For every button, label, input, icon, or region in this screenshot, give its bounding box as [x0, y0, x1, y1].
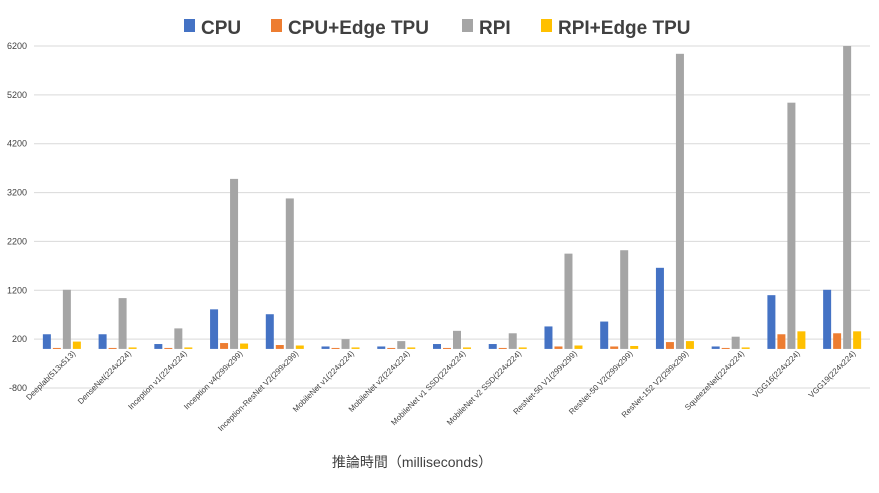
bar: [164, 347, 173, 349]
bar: [853, 331, 862, 349]
legend-swatch: [541, 19, 552, 32]
legend-swatch: [184, 19, 195, 32]
legend-label: CPU+Edge TPU: [288, 18, 429, 39]
x-axis-ticks: Deeplab(513x513)DenseNet(224x224)Incepti…: [24, 349, 857, 433]
legend-swatch: [462, 19, 473, 32]
bar: [564, 253, 573, 349]
x-tick-label: Inception v4(299x299): [182, 349, 245, 412]
x-axis-label: 推論時間（milliseconds）: [332, 454, 492, 470]
bars: [42, 46, 862, 349]
bar: [128, 347, 137, 349]
y-axis-ticks: -800 200 1200 2200 3200 4200 5200 6200: [7, 41, 27, 393]
bar: [833, 333, 842, 349]
x-tick-label: VGG16(224x224): [751, 349, 802, 400]
x-tick-label: MobileNet v2(224x224): [347, 349, 412, 414]
bar: [498, 347, 507, 349]
bar: [574, 345, 583, 349]
bar: [554, 346, 563, 349]
bar: [433, 344, 441, 349]
bar: [210, 309, 219, 349]
bar: [508, 333, 517, 349]
x-tick-label: ResNet-50 V2(299x299): [567, 349, 635, 417]
bar: [387, 347, 396, 349]
legend-label: RPI+Edge TPU: [558, 18, 691, 39]
bar: [220, 343, 229, 349]
bar: [42, 334, 51, 349]
bar: [600, 321, 609, 349]
bar: [620, 250, 629, 349]
x-tick-label: VGG19(224x224): [807, 349, 858, 400]
bar: [265, 314, 274, 349]
bar: [741, 347, 750, 349]
x-tick-label: DenseNet(224x224): [76, 349, 133, 406]
bar: [655, 267, 664, 349]
x-tick-label: Deeplab(513x513): [24, 349, 77, 402]
y-tick-label: 2200: [7, 236, 27, 246]
y-tick-label: 200: [12, 334, 27, 344]
legend-label: RPI: [479, 18, 511, 39]
bar: [285, 198, 294, 349]
bar: [52, 347, 61, 349]
bar: [767, 295, 776, 349]
y-tick-label: 5200: [7, 90, 27, 100]
y-tick-label: -800: [9, 383, 27, 393]
bar: [544, 326, 553, 349]
bar: [230, 178, 239, 349]
bar: [154, 344, 163, 349]
bar: [295, 345, 304, 349]
y-tick-label: 3200: [7, 188, 27, 198]
bar: [407, 347, 416, 349]
legend: CPU CPU+Edge TPU RPI RPI+Edge TPU: [184, 18, 691, 39]
bar: [397, 341, 406, 349]
y-tick-label: 6200: [7, 41, 27, 51]
bar: [675, 53, 684, 349]
x-tick-label: ResNet-50 V1(299x299): [512, 349, 580, 417]
y-tick-label: 4200: [7, 139, 27, 149]
legend-swatch: [271, 19, 282, 32]
bar: [174, 328, 183, 349]
bar: [463, 347, 471, 349]
bar: [331, 347, 340, 349]
bar: [341, 339, 350, 349]
grid-lines: [34, 45, 870, 389]
bar: [721, 347, 730, 349]
bar: [518, 347, 527, 349]
x-tick-label: Inception v1(224x224): [126, 349, 189, 412]
bar: [665, 342, 674, 349]
bar: [377, 346, 386, 349]
bar: [351, 347, 360, 349]
bar: [711, 346, 720, 349]
x-tick-label: SqueezeNet(224x224): [683, 349, 746, 412]
x-tick-label: MobileNet v1(224x224): [291, 349, 356, 414]
bar: [610, 346, 619, 349]
bar: [443, 347, 451, 349]
y-tick-label: 1200: [7, 285, 27, 295]
bar: [488, 344, 497, 349]
legend-label: CPU: [201, 18, 241, 39]
bar: [453, 330, 461, 349]
bar: [731, 336, 740, 349]
bar: [62, 289, 71, 349]
bar: [275, 345, 284, 349]
bar: [108, 347, 117, 349]
bar: [630, 345, 639, 349]
bar: [843, 46, 852, 349]
bar: [823, 289, 832, 349]
bar: [98, 334, 107, 349]
bar: [777, 334, 786, 349]
bar: [184, 347, 193, 349]
bar: [240, 343, 249, 349]
bar: [321, 346, 330, 349]
bar: [72, 341, 81, 349]
bar: [685, 341, 694, 349]
bar: [787, 102, 796, 349]
bar: [118, 298, 127, 349]
bar: [797, 331, 806, 349]
